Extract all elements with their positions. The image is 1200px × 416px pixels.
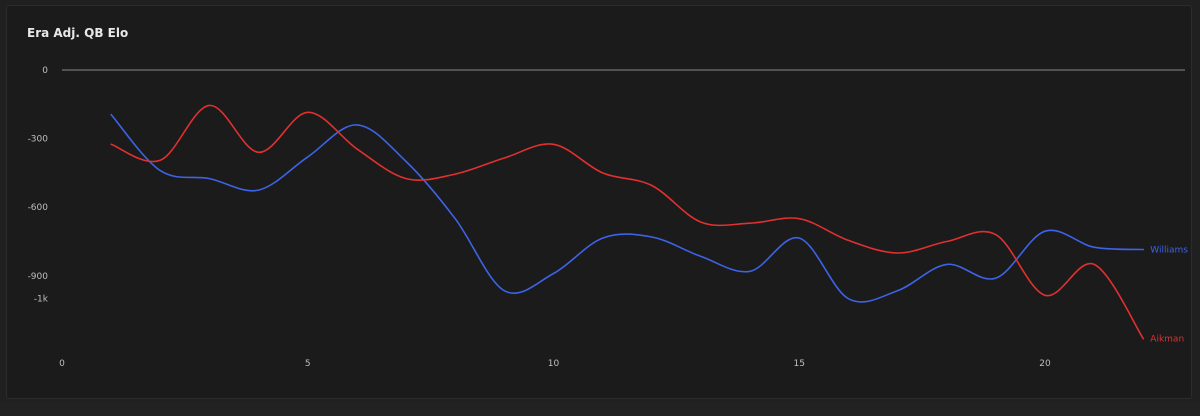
chart-panel: Era Adj. QB Elo [6,5,1192,399]
series-line-williams [110,113,1145,303]
y-tick-label: 0 [42,66,48,76]
chart-end-labels: Williams Aikman [1150,246,1188,345]
x-tick-label: 10 [548,359,560,369]
series-label-aikman: Aikman [1150,335,1184,345]
x-tick-label: 15 [794,359,805,369]
y-tick-label: -300 [28,135,49,145]
chart-axes: 0 -300 -600 -900 -1k 0 5 10 15 20 [28,66,1185,369]
y-tick-label: -600 [28,203,49,213]
x-tick-label: 5 [305,359,311,369]
y-tick-label: -1k [34,295,49,305]
x-tick-label: 20 [1039,359,1051,369]
chart-title: Era Adj. QB Elo [27,26,129,40]
y-tick-label: -900 [28,272,49,282]
series-line-aikman [110,104,1145,340]
bottom-strip [0,401,1200,416]
series-label-williams: Williams [1150,246,1188,256]
chart-series [110,104,1145,340]
x-tick-label: 0 [59,359,65,369]
